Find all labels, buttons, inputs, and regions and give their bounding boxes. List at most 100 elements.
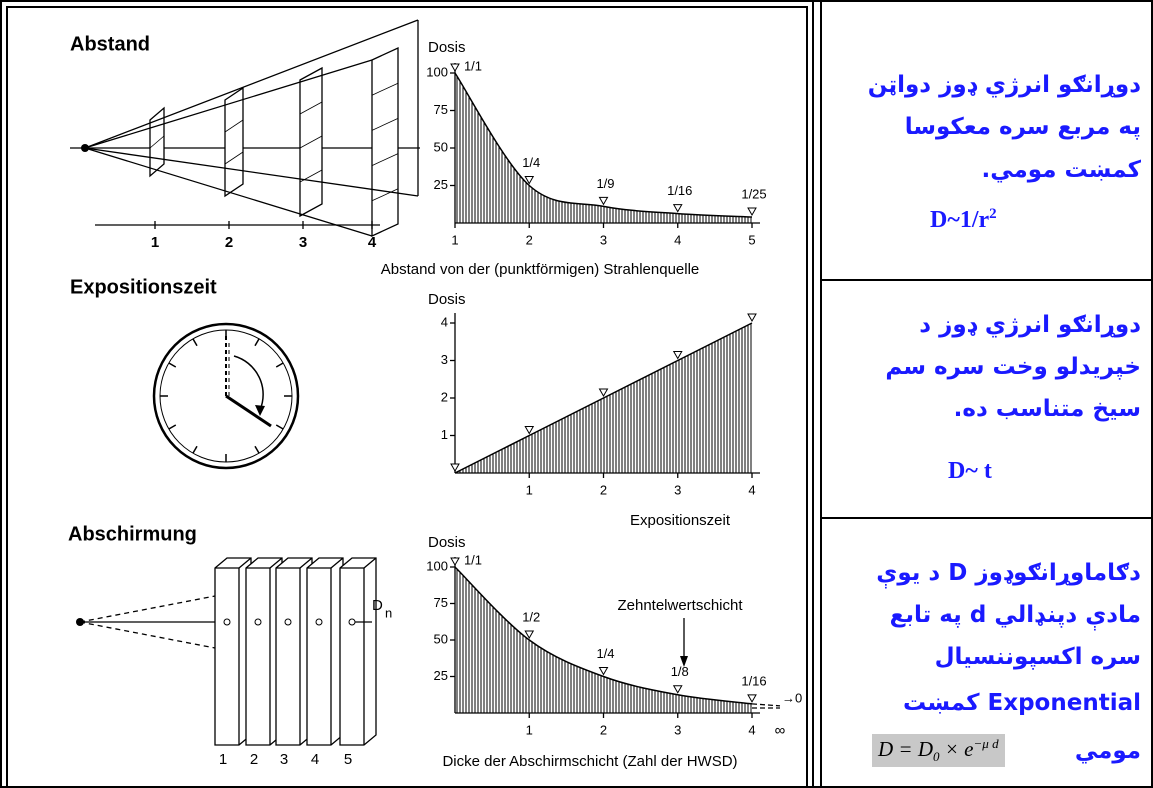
drawing-line — [269, 557, 283, 569]
drawing-line — [225, 394, 272, 428]
diagram-label: 1 — [151, 234, 159, 251]
text: سره اکسپوننسيال — [934, 644, 1141, 670]
text: مومي — [1074, 738, 1141, 764]
curve — [454, 322, 753, 474]
detector-sub: n — [385, 605, 392, 620]
formula: D~ t — [948, 458, 992, 484]
formula-text: × e — [939, 737, 974, 761]
value-label: 1/4 — [522, 155, 540, 170]
marker — [598, 388, 609, 398]
x-tick-label: 1 — [451, 232, 458, 247]
plate — [306, 557, 344, 746]
y-tick-label: 1 — [441, 427, 448, 442]
marker — [450, 63, 460, 73]
y-tick-label: 2 — [441, 389, 448, 404]
formula-box: D = D0 × e−μ d — [872, 734, 1005, 768]
drawing-line — [84, 147, 373, 237]
drawing-line — [149, 135, 165, 149]
drawing-line — [168, 424, 177, 430]
drawing-line — [330, 557, 344, 569]
section-title: Abstand — [70, 33, 150, 55]
plate-hole — [315, 618, 323, 626]
x-tick-label: 2 — [600, 482, 607, 497]
drawing-line — [84, 59, 373, 149]
text: مادې دپنډالي d په تابع — [889, 602, 1141, 628]
plate-hole — [223, 618, 231, 626]
y-tick-label: 3 — [441, 352, 448, 367]
drawing-line — [371, 188, 399, 202]
drawing-line — [224, 151, 244, 165]
marker — [672, 685, 683, 694]
value-label: 1/2 — [522, 609, 540, 624]
x-tick-label: 1 — [526, 482, 533, 497]
value-label: 1/25 — [741, 186, 766, 201]
y-tick-label: 75 — [434, 595, 448, 610]
drawing-line — [275, 362, 284, 368]
drawing-line — [84, 147, 419, 197]
area-fill — [455, 567, 752, 713]
plate-hole — [348, 618, 356, 626]
drawing-line — [79, 621, 216, 649]
section-title: Expositionszeit — [70, 276, 217, 298]
x-tick-label: 4 — [748, 722, 755, 737]
diagram-label: 3 — [280, 751, 288, 768]
marker — [672, 351, 683, 360]
formula-sup: −μ d — [973, 736, 999, 751]
x-tick-label: 3 — [674, 482, 681, 497]
annotation: Zehntelwertschicht — [617, 597, 743, 614]
formula-sup: 2 — [989, 206, 997, 222]
text: په مربع سره معکوسا — [904, 114, 1141, 140]
diagram-label: 4 — [311, 751, 319, 768]
y-tick-label: 75 — [434, 102, 448, 117]
x-tick-label: 2 — [600, 722, 607, 737]
marker — [598, 667, 609, 676]
marker — [524, 426, 535, 435]
drawing-line — [751, 703, 781, 707]
value-label: 1/1 — [464, 58, 482, 73]
drawing-line — [275, 424, 284, 430]
drawing-line — [254, 445, 260, 454]
drawing-line — [299, 135, 323, 149]
plate — [339, 557, 377, 746]
y-tick-label: 50 — [434, 139, 448, 154]
annotation-arrow — [680, 656, 688, 667]
plate-hole — [284, 618, 292, 626]
marker — [672, 204, 683, 213]
text: دګاماوړانګوډوز D د يوې — [876, 560, 1141, 586]
value-label: 1/4 — [596, 646, 614, 661]
diagram-label: 4 — [368, 234, 377, 251]
x-tick-label: 5 — [748, 232, 755, 247]
drawing-line — [299, 557, 313, 569]
drawing-line — [363, 557, 377, 569]
drawing-line — [254, 338, 260, 347]
x-tick-label: 4 — [674, 232, 681, 247]
marker — [747, 313, 757, 323]
drawing-line — [371, 153, 399, 166]
y-tick-label: 4 — [441, 314, 448, 329]
marker — [524, 176, 535, 185]
y-axis-label: Dosis — [428, 534, 466, 551]
drawing-line — [371, 118, 399, 131]
drawing-line — [224, 119, 244, 133]
y-tick-label: 25 — [434, 177, 448, 192]
marker — [524, 630, 535, 640]
value-label: 1/9 — [596, 176, 614, 191]
text: خپريدلو وخت سره سم — [885, 354, 1141, 380]
value-label: 1/8 — [671, 664, 689, 679]
diagram-label: 2 — [225, 234, 233, 251]
text: دوړانګو انرژي ډوز د — [919, 312, 1141, 338]
drawing-line — [238, 557, 252, 569]
diagram-label: 3 — [299, 234, 307, 251]
drawing-line — [299, 101, 323, 115]
clock-arrowhead — [255, 405, 265, 416]
x-tick-label: 1 — [526, 722, 533, 737]
drawing-line — [192, 445, 198, 454]
plate-hole — [254, 618, 262, 626]
formula-text: D~1/r — [930, 207, 990, 233]
marker — [450, 557, 460, 567]
drawing-line — [168, 362, 177, 368]
y-tick-label: 25 — [434, 668, 448, 683]
text: Exponential کمښت — [902, 690, 1141, 716]
